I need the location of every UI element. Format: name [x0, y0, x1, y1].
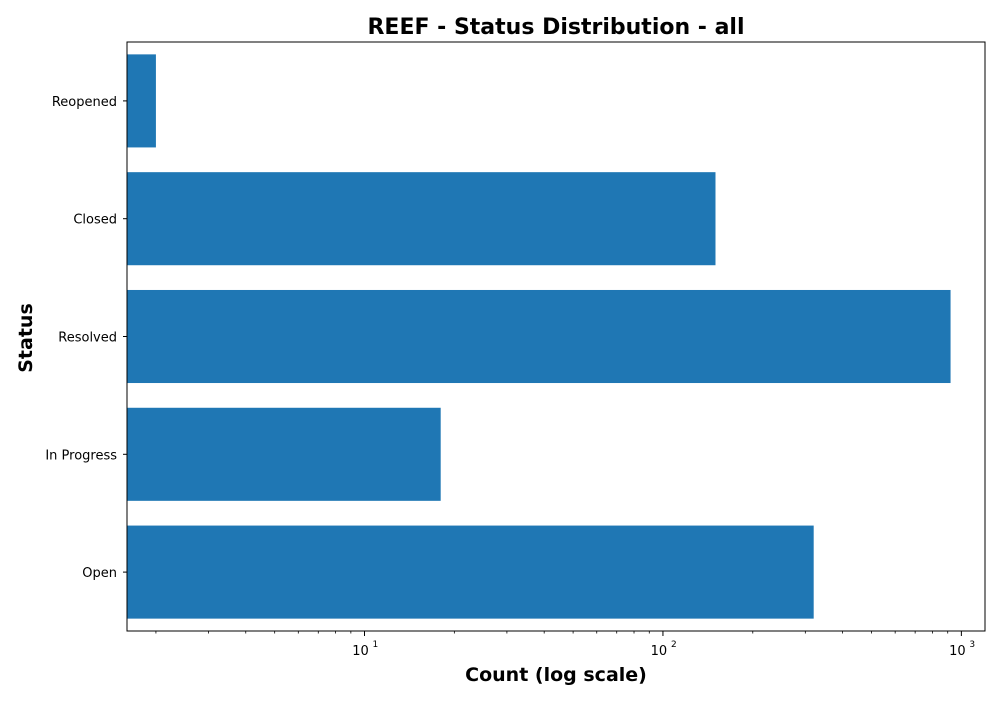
bar-closed [127, 172, 715, 265]
y-tick-label: Closed [73, 213, 117, 228]
x-axis-label: Count (log scale) [465, 664, 647, 686]
x-tick-label: 10 [352, 644, 369, 659]
x-tick-label: 10 [949, 644, 966, 659]
x-tick-label: 10 [651, 644, 668, 659]
x-tick-exponent: 3 [969, 640, 975, 650]
y-tick-label: Open [82, 566, 117, 581]
x-axis: 10 1 10 2 10 3 [156, 631, 975, 659]
y-axis-label: Status [15, 303, 37, 373]
bars-group [127, 54, 951, 618]
chart-title: REEF - Status Distribution - all [367, 15, 744, 40]
y-axis: Open In Progress Resolved Closed Reopened [45, 95, 127, 581]
y-tick-label: Reopened [52, 95, 117, 110]
bar-in-progress [127, 408, 441, 501]
x-tick-exponent: 2 [671, 640, 677, 650]
x-tick-exponent: 1 [373, 640, 379, 650]
bar-resolved [127, 290, 951, 383]
bar-open [127, 526, 814, 619]
y-tick-label: Resolved [58, 331, 117, 346]
bar-reopened [127, 54, 156, 147]
y-tick-label: In Progress [45, 448, 117, 463]
